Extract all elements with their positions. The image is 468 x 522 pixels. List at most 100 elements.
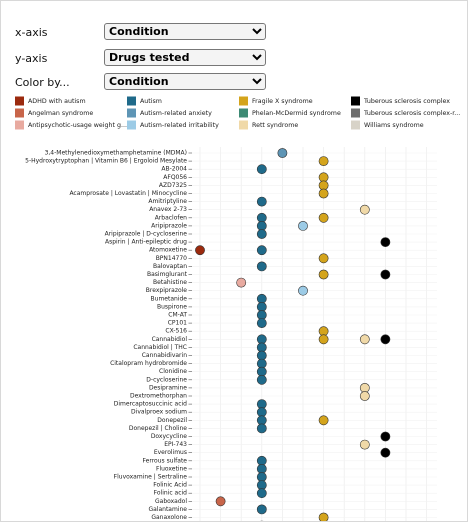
legend-swatch bbox=[239, 108, 248, 118]
y-tick-label: Everolimus bbox=[154, 449, 187, 456]
dot bbox=[318, 156, 329, 166]
dropdown[interactable]: Condition bbox=[104, 23, 266, 40]
dot bbox=[256, 318, 267, 328]
dot bbox=[380, 431, 391, 442]
y-tick-label: Clonidine bbox=[159, 368, 187, 375]
y-tick-label: Ferrous sulfate bbox=[143, 457, 188, 464]
y-tick-label: AFQ056 bbox=[163, 174, 187, 181]
dropdown[interactable]: Condition bbox=[104, 73, 266, 90]
y-tick-label: Fluoxetine bbox=[156, 465, 187, 472]
legend-label: Williams syndrome bbox=[364, 122, 424, 129]
y-tick-label: Aspirin | Anti-epileptic drug bbox=[105, 239, 187, 246]
y-tick-label: Desipramine bbox=[149, 384, 187, 391]
legend-label: Tuberous sclerosis complex bbox=[363, 98, 450, 105]
y-tick-label: Acamprosate | Lovastatin | Minocycline bbox=[69, 190, 187, 197]
y-tick-label: Dextromethorphan bbox=[130, 393, 187, 400]
legend-swatch bbox=[239, 120, 248, 130]
dot bbox=[215, 496, 226, 507]
dot bbox=[256, 261, 267, 272]
dot bbox=[256, 164, 267, 175]
y-tick-label: Cannabidivarin bbox=[142, 352, 187, 359]
y-tick-label: AB-2004 bbox=[161, 166, 187, 173]
y-tick-label: Folinic acid bbox=[154, 490, 188, 497]
legend-swatch bbox=[15, 96, 24, 106]
y-tick-label: Gaboxadol bbox=[155, 498, 187, 505]
legend-label: Autism bbox=[140, 98, 162, 105]
y-tick-label: Basimglurant bbox=[147, 271, 188, 278]
legend-label: Antipsychotic-usage weight g... bbox=[28, 122, 127, 129]
dot bbox=[359, 334, 370, 345]
legend-label: Fragile X syndrome bbox=[252, 98, 313, 105]
y-tick-label: Donepezil | Choline bbox=[129, 425, 187, 432]
legend-label: Autism-related irritability bbox=[140, 122, 219, 129]
control-label: x-axis bbox=[15, 26, 48, 39]
y-tick-label: Aripiprazole bbox=[151, 222, 187, 229]
legend-swatch bbox=[127, 108, 136, 118]
y-tick-label: Galantamine bbox=[148, 506, 187, 513]
y-tick-label: Doxycycline bbox=[151, 433, 187, 440]
dot bbox=[318, 415, 329, 426]
legend-swatch bbox=[239, 96, 248, 106]
y-tick-label: Divalproex sodium bbox=[131, 409, 187, 416]
y-tick-label: EPI-743 bbox=[164, 441, 187, 448]
dot bbox=[256, 245, 267, 256]
dot bbox=[359, 204, 370, 215]
y-tick-label: Arbaclofen bbox=[155, 214, 187, 221]
control-row: x-axis Condition bbox=[15, 23, 266, 40]
legend-label: Autism-related anxiety bbox=[140, 110, 212, 117]
y-tick-label: Ganaxolone bbox=[151, 514, 187, 521]
legend-label: Tuberous sclerosis complex-r... bbox=[363, 110, 460, 117]
legend-label: Rett syndrome bbox=[252, 122, 298, 129]
control-row: y-axis Drugs tested bbox=[15, 49, 266, 66]
legend-label: ADHD with autism bbox=[28, 98, 86, 105]
y-tick-label: D-cycloserine bbox=[146, 376, 187, 383]
y-tick-label: Cannabidiol | THC bbox=[133, 344, 187, 351]
dot bbox=[256, 196, 267, 207]
dot bbox=[318, 269, 329, 280]
y-tick-label: CP101 bbox=[168, 320, 187, 327]
dot bbox=[318, 334, 329, 345]
control-label: y-axis bbox=[15, 52, 48, 65]
legend-label: Phelan-McDermid syndrome bbox=[252, 110, 341, 117]
y-tick-label: BPN14770 bbox=[156, 255, 187, 262]
dot bbox=[380, 269, 391, 280]
dot bbox=[298, 285, 308, 296]
y-tick-label: Dimercaptosuccinic acid bbox=[114, 401, 187, 408]
y-tick-label: Donepezil bbox=[157, 417, 187, 424]
y-tick-label: CX-516 bbox=[165, 328, 187, 335]
legend-swatch bbox=[127, 96, 136, 106]
dot bbox=[318, 188, 329, 199]
dot bbox=[256, 488, 267, 499]
dot bbox=[256, 229, 267, 239]
legend-swatch bbox=[351, 96, 360, 106]
dot bbox=[318, 212, 329, 223]
legend-swatch bbox=[351, 120, 360, 130]
y-tick-label: Balovaptan bbox=[153, 263, 187, 270]
y-tick-label: Folinic Acid bbox=[153, 482, 187, 489]
y-tick-label: Anavex 2-73 bbox=[149, 206, 187, 213]
legend-swatch bbox=[351, 108, 360, 118]
y-tick-label: 5-Hydroxytryptophan | Vitamin B6 | Ergol… bbox=[25, 158, 187, 165]
legend-label: Angelman syndrome bbox=[28, 110, 93, 117]
dot bbox=[298, 220, 308, 231]
dot bbox=[318, 253, 329, 264]
y-tick-label: Citalopram hydrobromide bbox=[110, 360, 187, 367]
dot bbox=[256, 423, 267, 434]
y-tick-label: AZD7325 bbox=[159, 182, 187, 189]
y-tick-label: Atomoxetine bbox=[149, 247, 187, 254]
y-tick-label: Brexpiprazole bbox=[146, 287, 188, 294]
y-tick-label: Buspirone bbox=[157, 303, 187, 310]
dot bbox=[359, 391, 370, 401]
dot bbox=[236, 277, 247, 288]
dropdown[interactable]: Drugs tested bbox=[104, 49, 266, 66]
y-tick-label: Cannabidiol bbox=[152, 336, 188, 343]
dot bbox=[380, 334, 391, 345]
dot bbox=[380, 447, 391, 458]
y-tick-label: CM-AT bbox=[168, 312, 187, 319]
control-label: Color by... bbox=[15, 76, 70, 89]
y-tick-label: 3,4-Methylenedioxymethamphetamine (MDMA) bbox=[45, 150, 187, 157]
legend-swatch bbox=[15, 108, 24, 118]
control-row: Color by... Condition bbox=[15, 73, 266, 90]
